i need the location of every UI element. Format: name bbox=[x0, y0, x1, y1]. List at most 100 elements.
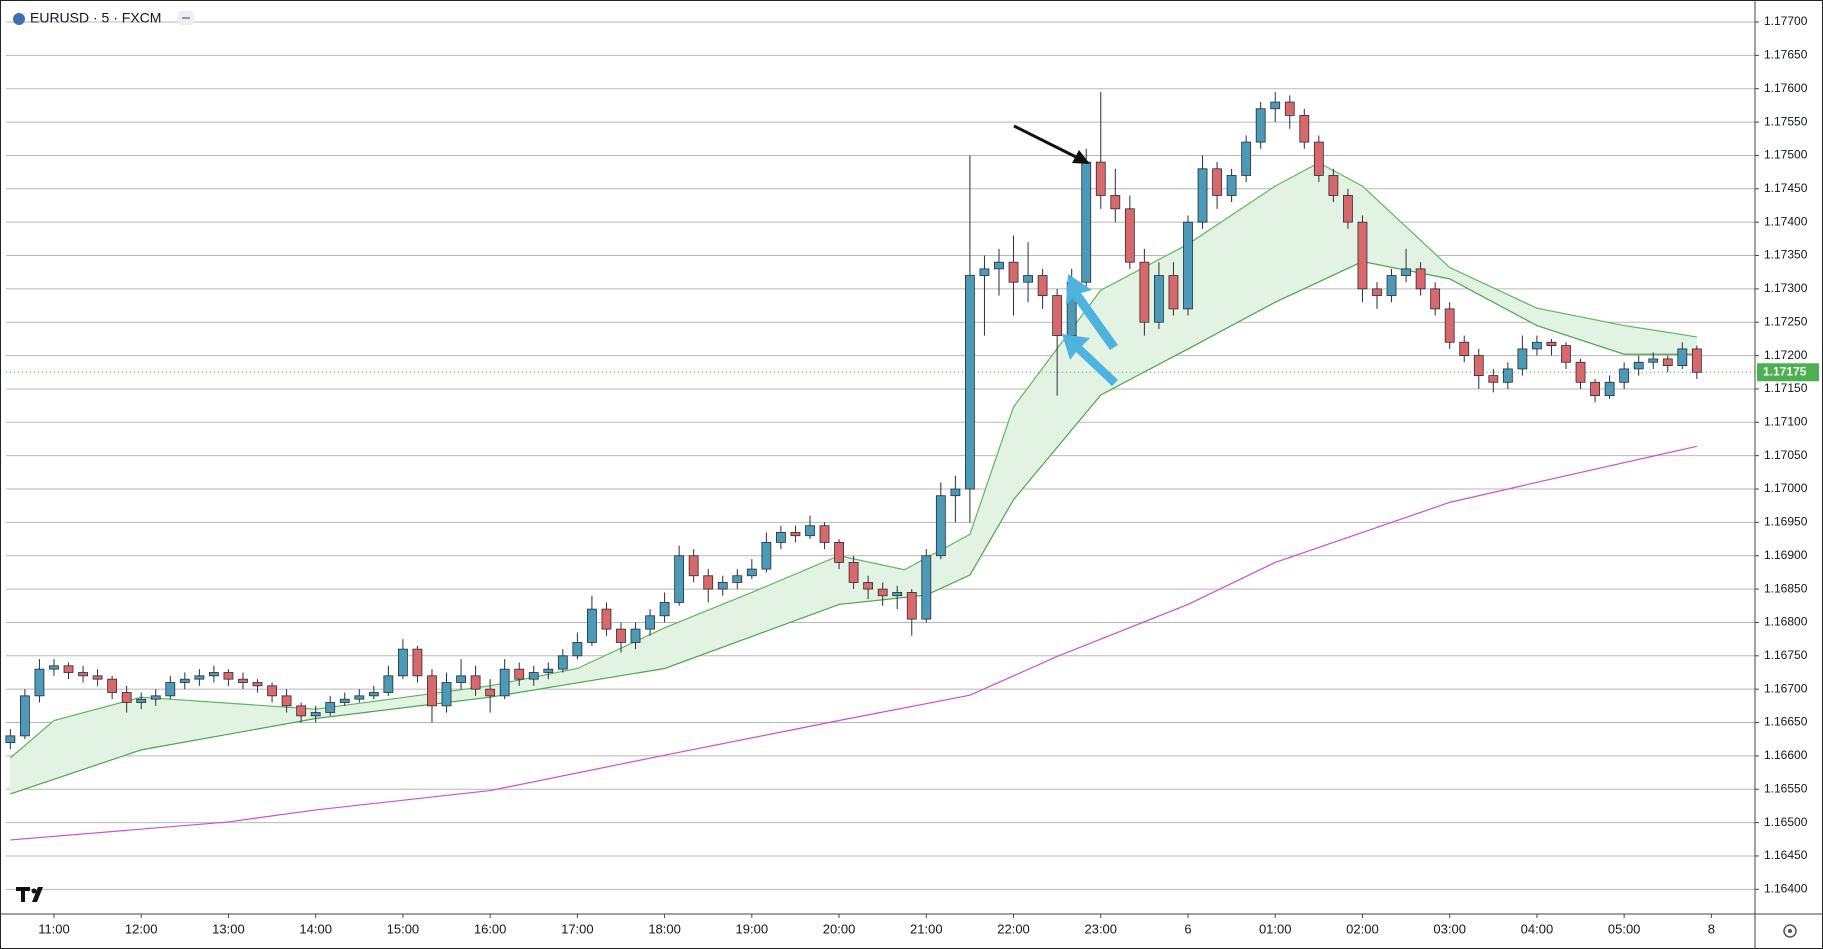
candle-body bbox=[368, 692, 379, 697]
candle-body bbox=[965, 275, 975, 490]
candle-body bbox=[383, 675, 394, 693]
x-tick-label: 13:00 bbox=[212, 921, 245, 936]
y-tick-label: 1.16700 bbox=[1764, 681, 1808, 695]
candle-body bbox=[1546, 341, 1557, 346]
x-tick-label: 22:00 bbox=[997, 921, 1030, 936]
candle-body bbox=[557, 655, 568, 670]
y-tick-label: 1.16400 bbox=[1764, 881, 1808, 895]
candle-body bbox=[935, 495, 946, 557]
candle-body bbox=[223, 672, 234, 680]
y-tick-label: 1.16450 bbox=[1764, 848, 1808, 862]
x-tick-label: 20:00 bbox=[823, 921, 856, 936]
y-tick-label: 1.16750 bbox=[1764, 648, 1808, 662]
indicator-line bbox=[10, 445, 1697, 841]
plot-layer bbox=[5, 21, 1755, 890]
logo-t bbox=[16, 887, 30, 902]
annotation-arrowhead bbox=[1072, 150, 1090, 164]
logo-dot bbox=[31, 888, 37, 894]
candle-body bbox=[441, 682, 452, 707]
candle-body bbox=[397, 648, 408, 677]
x-tick-label: 11:00 bbox=[38, 921, 70, 936]
candle-body bbox=[412, 648, 423, 677]
candle-body bbox=[1575, 361, 1586, 383]
annotation-arrow-blue bbox=[1066, 274, 1118, 350]
candle-body bbox=[921, 555, 932, 620]
chart-title: EURUSD · 5 · FXCM bbox=[30, 10, 161, 26]
candle-body bbox=[805, 525, 815, 537]
candle-body bbox=[979, 268, 990, 276]
candle-body bbox=[1168, 275, 1179, 310]
candle-body bbox=[1561, 345, 1571, 363]
candle-body bbox=[238, 678, 248, 683]
candle-body bbox=[1604, 381, 1615, 397]
candle-body bbox=[1444, 308, 1455, 343]
annotation-arrow bbox=[1013, 124, 1081, 161]
x-tick-label: 18:00 bbox=[648, 921, 681, 936]
candle-body bbox=[1401, 268, 1411, 276]
candle-body bbox=[339, 698, 350, 703]
candle-body bbox=[1415, 268, 1426, 290]
candle-body bbox=[194, 675, 205, 680]
candle-body bbox=[1226, 175, 1237, 196]
candle-body bbox=[543, 668, 554, 673]
annotation-arrow-blue bbox=[1062, 334, 1118, 386]
y-tick-label: 1.17550 bbox=[1764, 114, 1808, 128]
x-tick-label: 17:00 bbox=[561, 921, 594, 936]
y-tick-label: 1.16800 bbox=[1764, 615, 1808, 629]
settings-button[interactable] bbox=[1783, 924, 1797, 938]
candle-body bbox=[1532, 341, 1542, 350]
x-tick-label: 16:00 bbox=[474, 921, 507, 936]
candle-body bbox=[688, 555, 699, 577]
candle-body bbox=[1488, 375, 1499, 383]
x-tick-label: 19:00 bbox=[736, 921, 769, 936]
candle-body bbox=[470, 675, 481, 690]
y-tick-label: 1.17350 bbox=[1764, 248, 1808, 262]
y-tick-label: 1.17400 bbox=[1764, 214, 1808, 228]
candle-body bbox=[19, 695, 30, 737]
candle-body bbox=[1517, 348, 1528, 370]
x-tick-label: 15:00 bbox=[387, 921, 420, 936]
y-tick-label: 1.17150 bbox=[1764, 381, 1808, 395]
candle-body bbox=[1183, 221, 1193, 310]
x-tick-label: 6 bbox=[1184, 921, 1191, 936]
x-tick-label: 05:00 bbox=[1608, 921, 1641, 936]
candle-body bbox=[5, 735, 16, 743]
last-price-label: 1.17175 bbox=[1763, 364, 1807, 378]
y-tick-label: 1.16850 bbox=[1764, 581, 1808, 595]
candle-body bbox=[1095, 161, 1106, 196]
candle-body bbox=[165, 682, 176, 697]
candle-body bbox=[1110, 195, 1121, 210]
x-tick-label: 03:00 bbox=[1433, 921, 1466, 936]
candle-body bbox=[92, 675, 103, 680]
y-tick-label: 1.16900 bbox=[1764, 548, 1808, 562]
candle-body bbox=[892, 592, 903, 597]
candle-body bbox=[136, 698, 147, 703]
candle-body bbox=[1212, 168, 1222, 196]
candle-body bbox=[790, 531, 801, 537]
y-tick-label: 1.17000 bbox=[1764, 481, 1808, 495]
candle-body bbox=[1241, 141, 1252, 176]
candle-body bbox=[848, 562, 859, 583]
x-tick-label: 02:00 bbox=[1346, 921, 1379, 936]
y-tick-label: 1.17300 bbox=[1764, 281, 1808, 295]
candle-body bbox=[150, 695, 161, 700]
last-price-tag bbox=[1757, 363, 1819, 382]
candle-body bbox=[514, 668, 525, 680]
y-tick-label: 1.16550 bbox=[1764, 781, 1808, 795]
x-tick-label: 8 bbox=[1708, 921, 1715, 936]
candle-body bbox=[208, 672, 219, 677]
candle-body bbox=[485, 688, 496, 697]
candle-body bbox=[1648, 358, 1659, 363]
candle-body bbox=[121, 692, 132, 703]
candle-body bbox=[616, 628, 626, 643]
x-tick-label: 01:00 bbox=[1259, 921, 1292, 936]
candle-body bbox=[776, 531, 786, 543]
candle-body bbox=[267, 685, 277, 697]
settings-icon-center bbox=[1788, 929, 1792, 933]
x-tick-label: 23:00 bbox=[1084, 921, 1117, 936]
symbol-icon bbox=[13, 13, 25, 25]
y-tick-label: 1.17700 bbox=[1764, 14, 1808, 28]
y-tick-label: 1.17450 bbox=[1764, 181, 1808, 195]
candle-body bbox=[34, 668, 45, 697]
